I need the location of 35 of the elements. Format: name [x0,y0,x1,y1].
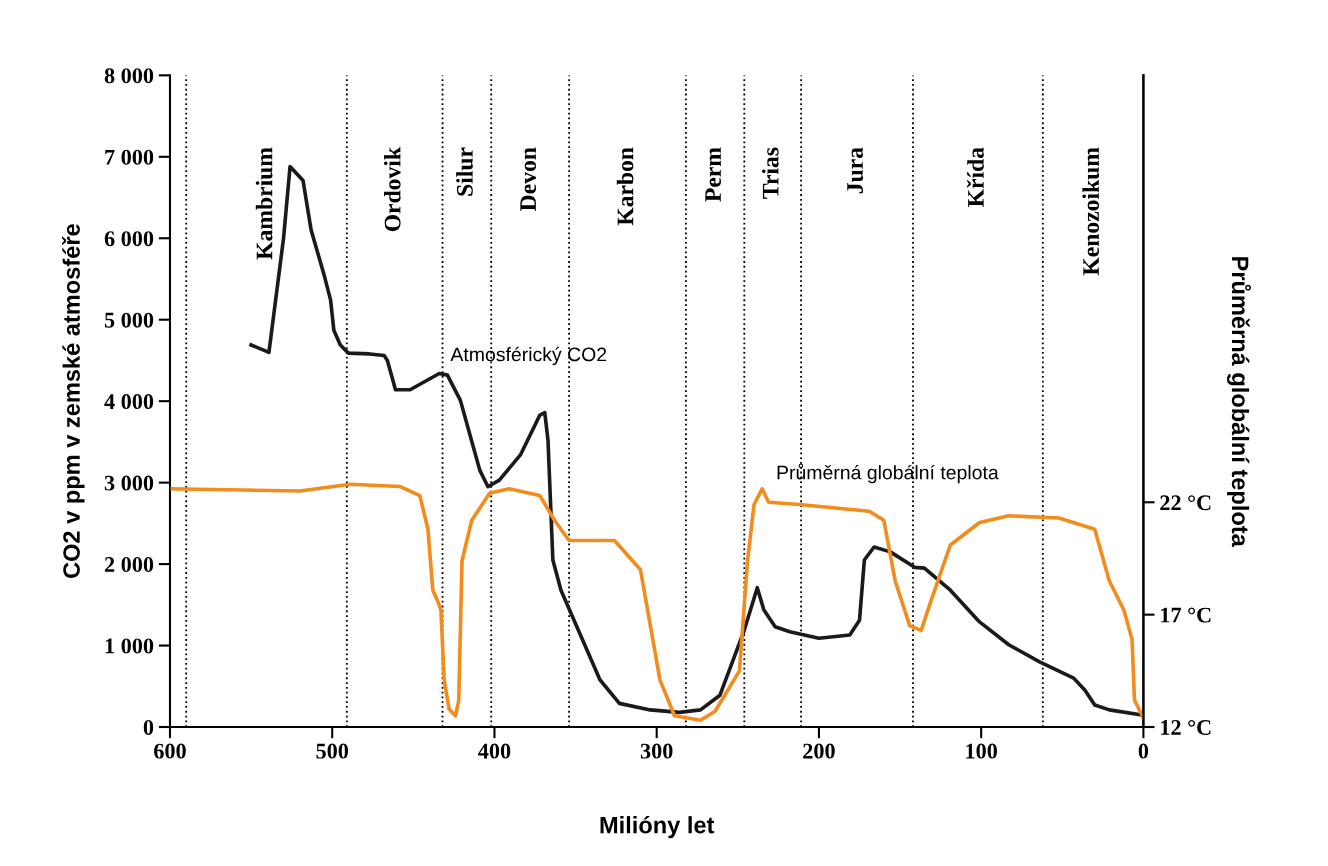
x-tick-label: 0 [1138,743,1149,759]
y-axis-title: CO2 v ppm v zemské atmosféře [62,224,85,579]
y2-tick-label: 12 °C [1161,719,1211,735]
y-tick-label: 5 000 [104,312,154,328]
x-tick-label: 600 [154,743,186,759]
y-tick-label: 8 000 [104,68,154,84]
y-tick-label: 7 000 [105,149,154,165]
annotation: Křída [966,147,984,207]
y-tick-label: 6 000 [104,231,154,247]
y2-tick-label: 17 °C [1161,607,1211,623]
annotation: Perm [705,147,721,202]
y-tick-label: 3 000 [104,475,154,491]
y-tick-label: 2 000 [104,557,154,573]
y-tick-label: 1 000 [105,638,154,654]
annotation: Trias [761,147,779,199]
annotation: Ordovik [383,147,401,232]
annotation: Kambrium [255,147,273,260]
y-tick-label: 0 [143,719,154,735]
x-axis-title: Milióny let [600,815,715,839]
series-label: Průměrná globální teplota [777,463,999,484]
series-label: Atmosférický CO2 [450,346,607,366]
x-tick-label: 400 [478,743,511,759]
x-tick-label: 500 [316,743,349,759]
annotation: Karbon [616,147,634,226]
x-tick-label: 200 [803,743,835,759]
y2-tick-label: 22 °C [1160,495,1211,511]
annotation: Kenozoikum [1082,147,1100,276]
y-tick-label: 4 000 [104,394,154,410]
y2-axis-title: Průměrná globální teplota [1227,257,1251,547]
annotation: Silur [456,147,473,196]
x-tick-label: 100 [966,743,997,759]
x-tick-label: 300 [640,743,673,759]
line-series [169,482,1144,723]
annotation: Jura [847,147,864,194]
annotation: Devon [520,147,537,211]
